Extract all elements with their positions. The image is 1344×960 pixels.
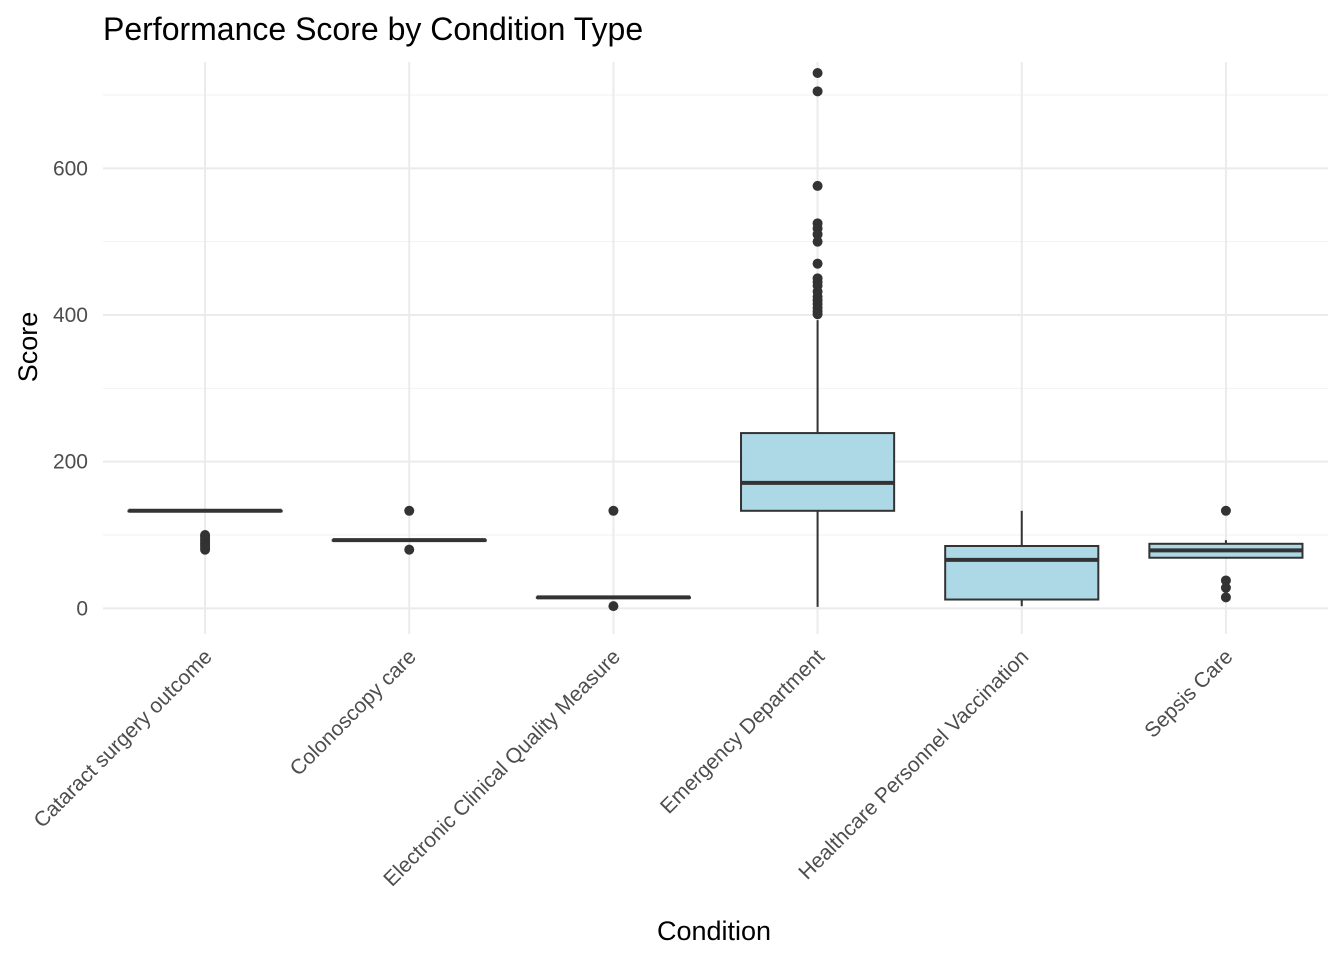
outlier-point [1220,575,1231,586]
outlier-point [404,505,415,516]
x-tick-label: Emergency Department [656,645,829,818]
chart-title: Performance Score by Condition Type [103,11,643,47]
x-tick-label: Colonoscopy care [286,645,421,780]
y-tick-label: 400 [53,304,88,327]
box-iqr [944,545,1100,601]
x-tick-label: Cataract surgery outcome [30,645,217,832]
plot-area [127,68,1304,612]
grid [103,62,1328,634]
box-group [1148,505,1304,603]
box-iqr [740,432,896,512]
outlier-point [812,180,823,191]
outlier-point [812,218,823,229]
outlier-point [812,258,823,269]
y-tick-label: 0 [76,597,88,620]
outlier-point [608,601,619,612]
y-axis-title: Score [13,312,43,383]
outlier-point [1220,505,1231,516]
box-group [127,508,283,555]
outlier-point [200,530,211,540]
outlier-point [1220,582,1231,593]
x-axis-ticks: Cataract surgery outcome Colonoscopy care… [30,645,1238,891]
outlier-point [404,544,415,555]
outlier-point [608,505,619,516]
outlier-point [812,273,823,284]
outlier-point [812,68,823,78]
y-axis-ticks: 0 200 400 600 [53,157,88,620]
box-group [331,505,487,555]
box-group [740,68,896,607]
outlier-point [812,86,823,97]
outlier-point [1220,592,1231,603]
box-group [944,510,1100,607]
y-tick-label: 600 [53,157,88,180]
x-axis-title: Condition [657,916,771,946]
x-tick-label: Electronic Clinical Quality Measure [379,645,625,891]
y-tick-label: 200 [53,451,88,474]
x-tick-label: Healthcare Personnel Vaccination [794,645,1033,884]
box-group [535,505,691,612]
outlier-point [812,236,823,247]
x-tick-label: Sepsis Care [1140,645,1237,742]
